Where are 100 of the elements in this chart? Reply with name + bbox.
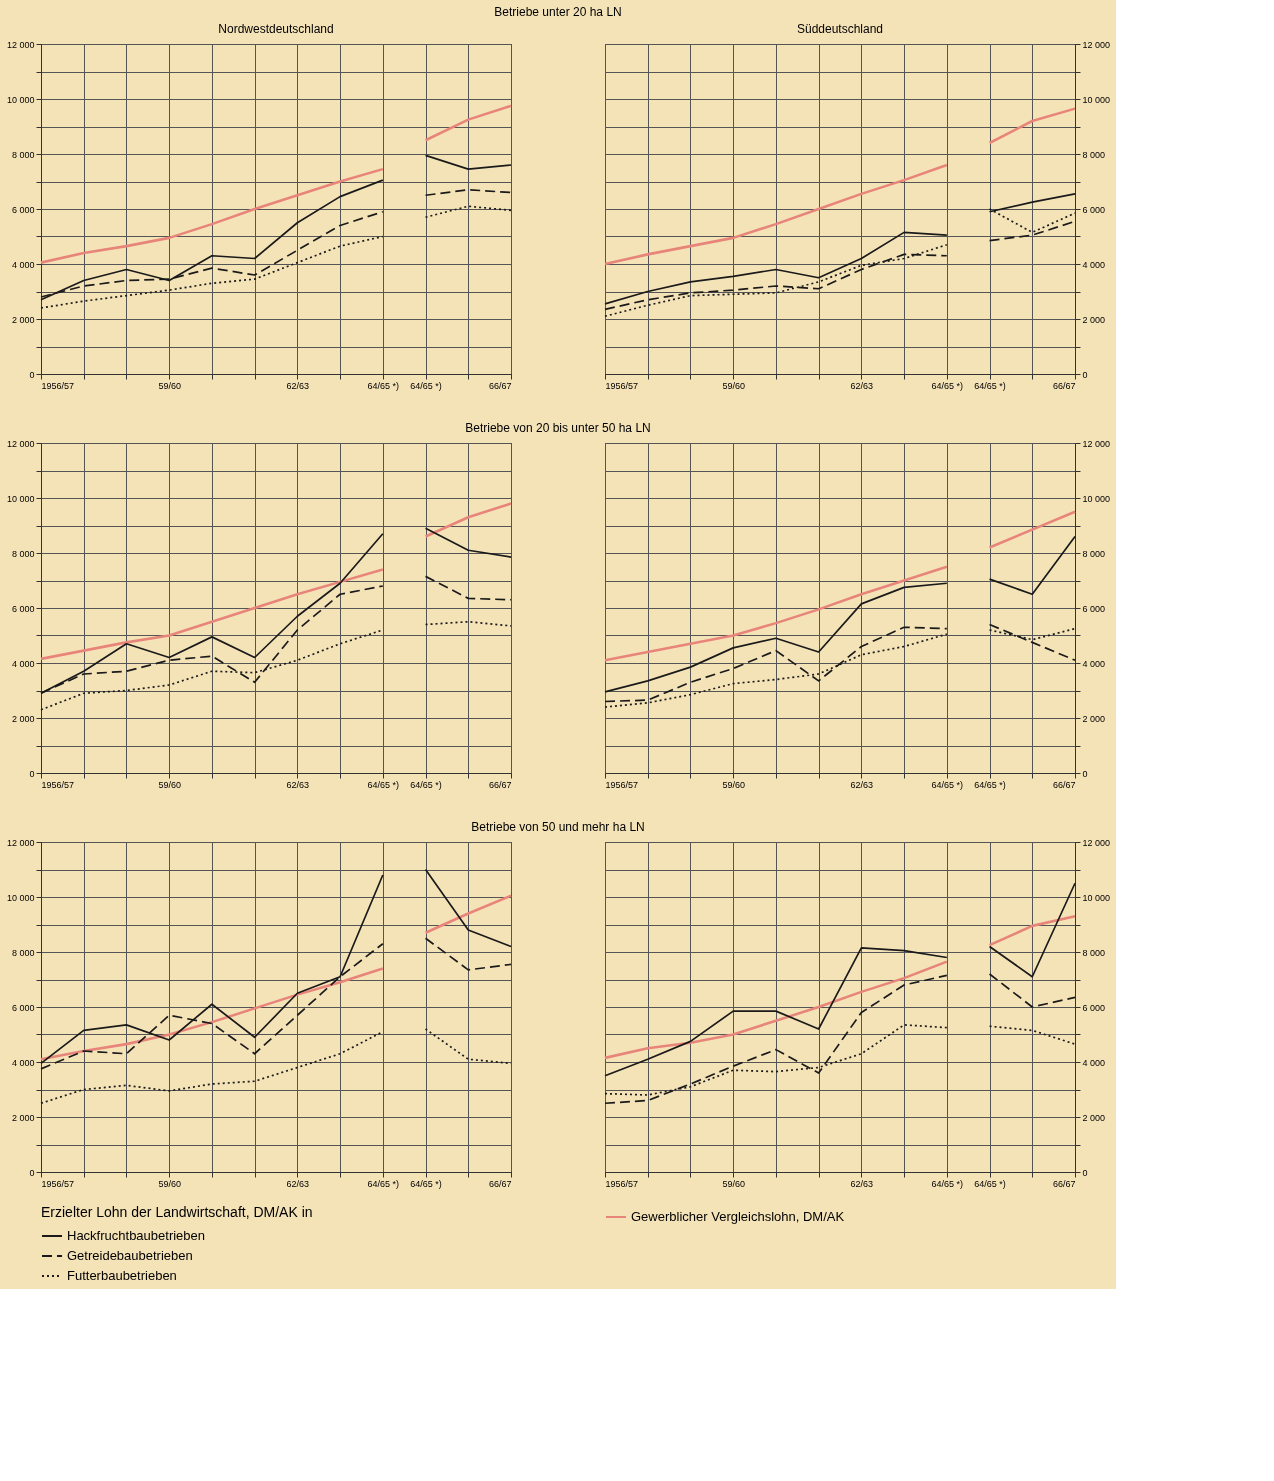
x-tick-label: 59/60 [722, 1178, 745, 1189]
y2-tick-label: 8 000 [1082, 947, 1106, 958]
x-tick-label: 59/60 [158, 1178, 181, 1189]
y2-tick-label: 0 [1082, 369, 1088, 380]
legend-title: Erzielter Lohn der Landwirtschaft, DM/AK in [41, 1204, 313, 1220]
y2-tick-label: 2 000 [1082, 314, 1106, 325]
x-tick-label: 64/65 *) [367, 779, 400, 790]
x-tick-label: 64/65 *) [974, 779, 1006, 790]
y2-tick-label: 10 000 [1082, 94, 1111, 105]
chart-title: Nordwestdeutschland [218, 22, 334, 36]
text: Betriebe von 50 und mehr ha LN [471, 819, 645, 834]
line-series [40, 235, 384, 309]
y-tick-label: 4 000 [11, 1057, 35, 1068]
y-tick-label: 12 000 [6, 837, 35, 848]
x-tick-label: 66/67 [488, 779, 512, 790]
line-series [604, 243, 948, 318]
x-tick-label: 64/65 *) [367, 380, 400, 391]
y-tick-label: 12 000 [6, 438, 35, 449]
y-tick-label: 4 000 [11, 658, 35, 669]
legend-label: Gewerblicher Vergleichslohn, DM/AK [631, 1209, 845, 1224]
y2-tick-label: 6 000 [1082, 1002, 1106, 1013]
x-tick-label: 62/63 [850, 380, 874, 391]
y-tick-label: 8 000 [11, 548, 35, 559]
line-series [603, 565, 949, 662]
y2-tick-label: 10 000 [1082, 892, 1111, 903]
x-tick-label: 59/60 [722, 380, 745, 391]
y-tick-label: 6 000 [11, 204, 35, 215]
y2-tick-label: 0 [1082, 1167, 1088, 1178]
y2-tick-label: 6 000 [1082, 204, 1106, 215]
line-series [39, 568, 385, 661]
x-tick-label: 64/65 *) [931, 779, 964, 790]
y2-tick-label: 12 000 [1082, 39, 1111, 50]
y-tick-label: 6 000 [11, 603, 35, 614]
x-tick-label: 1956/57 [605, 1178, 639, 1189]
line-series [604, 231, 948, 305]
x-tick-label: 1956/57 [41, 380, 75, 391]
y-tick-label: 10 000 [6, 892, 35, 903]
chart-title: Süddeutschland [796, 22, 884, 36]
line-series [603, 960, 949, 1060]
y2-tick-label: 6 000 [1082, 603, 1106, 614]
x-tick-label: 59/60 [722, 779, 745, 790]
y-tick-label: 0 [29, 369, 35, 380]
legend-label: Futterbaubetrieben [67, 1268, 177, 1283]
line-series [39, 967, 385, 1061]
x-tick-label: 1956/57 [605, 779, 639, 790]
x-tick-label: 64/65 *) [410, 380, 442, 391]
text: Betriebe von 20 bis unter 50 ha LN [465, 420, 651, 435]
y-tick-label: 6 000 [11, 1002, 35, 1013]
legend-label: Getreidebaubetrieben [67, 1248, 193, 1263]
x-tick-label: 1956/57 [605, 380, 639, 391]
x-tick-label: 66/67 [1052, 779, 1076, 790]
line-series [40, 1030, 384, 1105]
x-tick-label: 64/65 *) [931, 1178, 964, 1189]
y-tick-label: 4 000 [11, 259, 35, 270]
x-tick-label: 64/65 *) [931, 380, 964, 391]
y2-tick-label: 8 000 [1082, 548, 1106, 559]
y2-tick-label: 8 000 [1082, 149, 1106, 160]
x-tick-label: 66/67 [488, 380, 512, 391]
x-tick-label: 64/65 *) [367, 1178, 400, 1189]
y-tick-label: 2 000 [11, 1112, 35, 1123]
x-tick-label: 59/60 [158, 380, 181, 391]
y2-tick-label: 4 000 [1082, 1057, 1106, 1068]
x-tick-label: 62/63 [286, 1178, 310, 1189]
x-tick-label: 62/63 [850, 779, 874, 790]
y2-tick-label: 10 000 [1082, 493, 1111, 504]
y2-tick-label: 0 [1082, 768, 1088, 779]
y-tick-label: 10 000 [6, 493, 35, 504]
x-tick-label: 64/65 *) [974, 380, 1006, 391]
x-tick-label: 64/65 *) [410, 779, 442, 790]
y-tick-label: 2 000 [11, 713, 35, 724]
x-tick-label: 1956/57 [41, 779, 75, 790]
y2-tick-label: 2 000 [1082, 1112, 1106, 1123]
line-series [604, 974, 948, 1105]
line-series [604, 582, 948, 693]
y-tick-label: 8 000 [11, 149, 35, 160]
y-tick-label: 0 [29, 768, 35, 779]
y-tick-label: 10 000 [6, 94, 35, 105]
y2-tick-label: 12 000 [1082, 438, 1111, 449]
x-tick-label: 64/65 *) [974, 1178, 1006, 1189]
x-tick-label: 64/65 *) [410, 1178, 442, 1189]
x-tick-label: 62/63 [286, 380, 310, 391]
y2-tick-label: 2 000 [1082, 713, 1106, 724]
x-tick-label: 66/67 [1052, 1178, 1076, 1189]
y-tick-label: 2 000 [11, 314, 35, 325]
y2-tick-label: 4 000 [1082, 259, 1106, 270]
x-tick-label: 66/67 [1052, 380, 1076, 391]
x-tick-label: 59/60 [158, 779, 181, 790]
x-tick-label: 62/63 [850, 1178, 874, 1189]
text: Betriebe unter 20 ha LN [494, 4, 622, 19]
line-series [39, 167, 385, 264]
x-tick-label: 62/63 [286, 779, 310, 790]
y2-tick-label: 12 000 [1082, 837, 1111, 848]
legend-label: Hackfruchtbaubetrieben [67, 1228, 206, 1243]
x-tick-label: 66/67 [488, 1178, 512, 1189]
y-tick-label: 8 000 [11, 947, 35, 958]
y-tick-label: 0 [29, 1167, 35, 1178]
y-tick-label: 12 000 [6, 39, 35, 50]
x-tick-label: 1956/57 [41, 1178, 75, 1189]
line-series [603, 163, 949, 266]
y2-tick-label: 4 000 [1082, 658, 1106, 669]
